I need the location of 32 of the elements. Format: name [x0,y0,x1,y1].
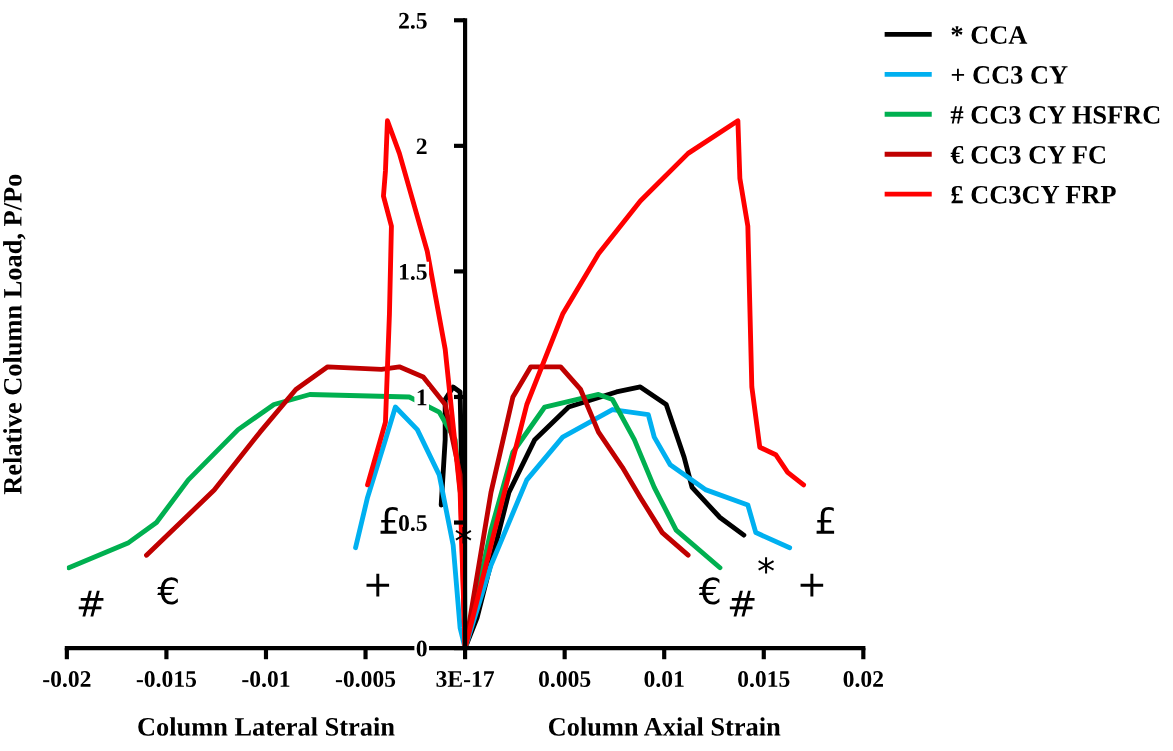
y-tick-label: 2 [416,138,427,155]
legend-label: € CC3 CY FC [950,145,1105,164]
annotation: £ [816,506,835,534]
x-tick-label: 0.01 [644,671,684,688]
annotation: € [698,577,720,605]
text: Column Axial Strain [548,717,781,736]
x-tick-label: 0.005 [538,671,591,688]
x-tick-label: 3E-17 [436,671,495,687]
annotation: # [729,590,755,617]
annotation: + [800,573,824,597]
x-tick-label: 0.02 [843,671,883,688]
annotation: £ [380,506,399,534]
legend-label: £ CC3CY FRP [951,185,1116,204]
legend-label: + CC3 CY [951,66,1068,84]
x-tick-label: -0.005 [335,671,396,688]
y-tick-label: 1 [417,389,427,406]
x-tick-label: -0.01 [242,671,290,688]
annotation: * [758,557,775,574]
y-tick-label: 0 [416,640,427,657]
y-tick-label: 0.5 [398,515,427,532]
legend-label: # CC3 CY HSFRC [950,106,1160,124]
annotation: + [366,573,390,597]
y-axis-title: Relative Column Load, P/Po [3,174,26,495]
annotation: # [78,590,104,617]
y-tick-label: 1.5 [399,264,427,280]
x-tick-label: -0.02 [43,671,91,688]
legend-label: * CCA [951,26,1028,44]
x-tick-label: -0.015 [136,671,197,688]
x-tick-label: 0.015 [738,671,790,688]
annotation: € [157,577,178,605]
y-tick-label: 2.5 [399,12,427,29]
text: Column Lateral Strain [138,717,395,736]
